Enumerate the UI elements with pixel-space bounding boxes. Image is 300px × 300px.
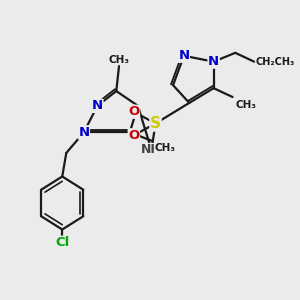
Text: O: O xyxy=(128,105,140,118)
Text: S: S xyxy=(150,116,161,131)
Text: CH₃: CH₃ xyxy=(235,100,256,110)
Text: CH₃: CH₃ xyxy=(109,55,130,64)
Text: N: N xyxy=(178,49,189,62)
Text: Cl: Cl xyxy=(55,236,69,249)
Text: CH₂CH₃: CH₂CH₃ xyxy=(256,57,295,67)
Text: N: N xyxy=(92,99,103,112)
Text: CH₃: CH₃ xyxy=(154,142,175,153)
Text: NH: NH xyxy=(141,143,162,157)
Text: N: N xyxy=(208,55,219,68)
Text: O: O xyxy=(128,129,140,142)
Text: N: N xyxy=(78,126,89,139)
